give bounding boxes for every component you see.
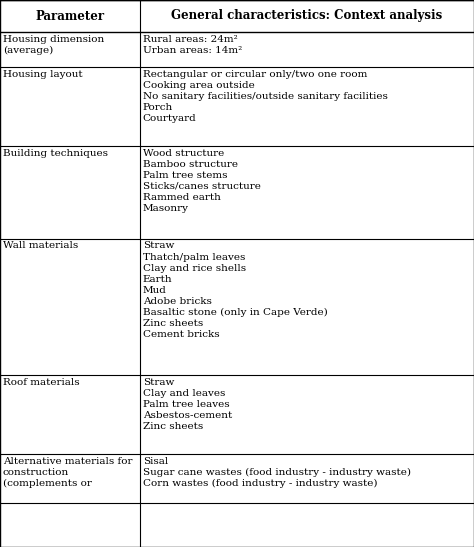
Text: Straw
Clay and leaves
Palm tree leaves
Asbestos-cement
Zinc sheets: Straw Clay and leaves Palm tree leaves A… bbox=[143, 378, 232, 432]
Text: Housing layout: Housing layout bbox=[3, 70, 82, 79]
Text: Housing dimension
(average): Housing dimension (average) bbox=[3, 35, 104, 55]
Text: Parameter: Parameter bbox=[36, 9, 104, 22]
Text: Wall materials: Wall materials bbox=[3, 241, 78, 251]
Text: General characteristics: Context analysis: General characteristics: Context analysi… bbox=[171, 9, 443, 22]
Text: Roof materials: Roof materials bbox=[3, 378, 80, 387]
Text: Building techniques: Building techniques bbox=[3, 148, 108, 158]
Text: Rural areas: 24m²
Urban areas: 14m²: Rural areas: 24m² Urban areas: 14m² bbox=[143, 35, 242, 55]
Text: Alternative materials for
construction
(complements or: Alternative materials for construction (… bbox=[3, 457, 133, 488]
Text: Rectangular or circular only/two one room
Cooking area outside
No sanitary facil: Rectangular or circular only/two one roo… bbox=[143, 70, 388, 124]
Text: Straw
Thatch/palm leaves
Clay and rice shells
Earth
Mud
Adobe bricks
Basaltic st: Straw Thatch/palm leaves Clay and rice s… bbox=[143, 241, 328, 340]
Text: Sisal
Sugar cane wastes (food industry - industry waste)
Corn wastes (food indus: Sisal Sugar cane wastes (food industry -… bbox=[143, 457, 411, 488]
Text: Wood structure
Bamboo structure
Palm tree stems
Sticks/canes structure
Rammed ea: Wood structure Bamboo structure Palm tre… bbox=[143, 148, 261, 213]
